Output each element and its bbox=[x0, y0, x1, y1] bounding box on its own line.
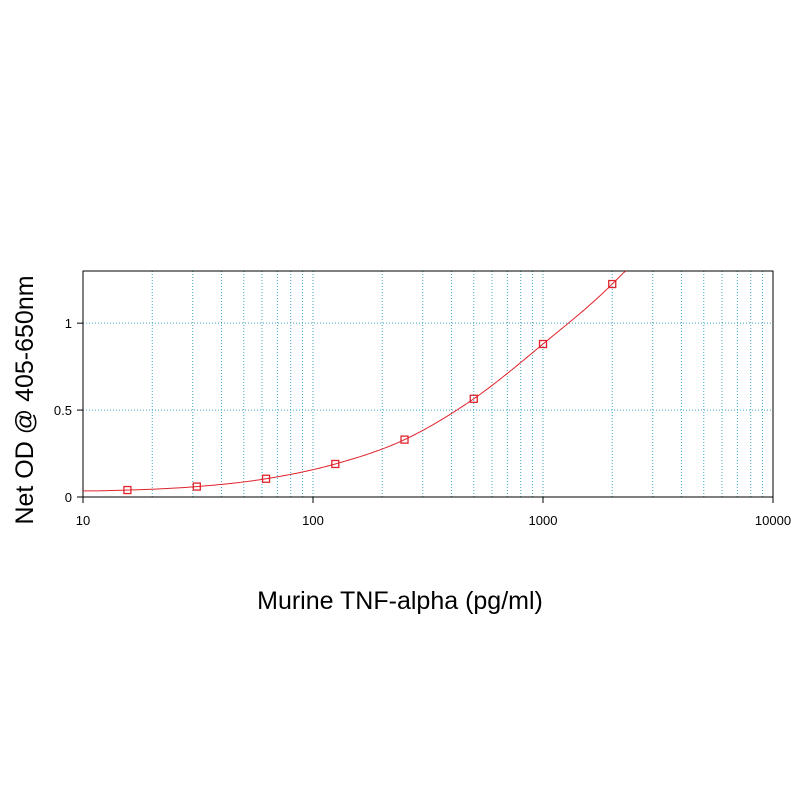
y-tick-label: 0 bbox=[65, 490, 72, 505]
x-axis-title: Murine TNF-alpha (pg/ml) bbox=[257, 587, 543, 615]
axis-ticks bbox=[77, 322, 774, 503]
data-point bbox=[469, 394, 478, 403]
data-point bbox=[608, 279, 617, 289]
grid-lines bbox=[83, 271, 773, 497]
data-point bbox=[192, 482, 201, 491]
data-point bbox=[331, 459, 340, 469]
fit-curve bbox=[83, 270, 627, 492]
data-markers bbox=[123, 279, 617, 495]
y-tick-label: 1 bbox=[65, 316, 72, 331]
x-tick-label: 10000 bbox=[755, 513, 791, 528]
y-axis-title: Net OD @ 405-650nm bbox=[11, 275, 39, 524]
x-tick-label: 100 bbox=[302, 513, 324, 528]
data-point bbox=[538, 339, 548, 349]
y-tick-label: 0.5 bbox=[54, 403, 72, 418]
x-tick-labels: 10 100 1000 10000 bbox=[76, 513, 791, 528]
x-tick-label: 1000 bbox=[529, 513, 558, 528]
y-tick-labels: 00.51 bbox=[54, 316, 72, 505]
data-point bbox=[400, 435, 409, 444]
plot-frame bbox=[82, 270, 774, 498]
data-point bbox=[123, 485, 132, 495]
x-tick-label: 10 bbox=[76, 513, 90, 528]
data-point bbox=[261, 474, 271, 483]
